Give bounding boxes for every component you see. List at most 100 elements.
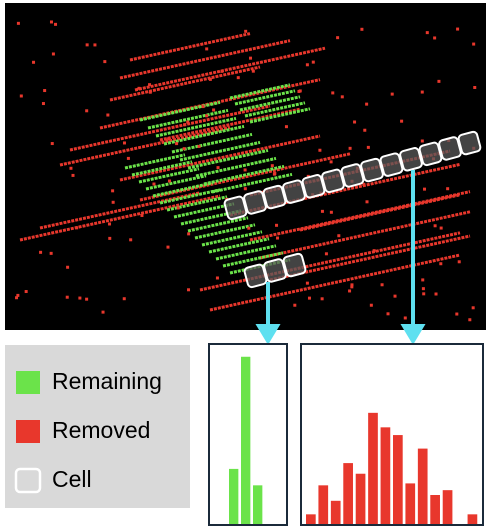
point bbox=[366, 145, 370, 149]
point-streak bbox=[199, 231, 461, 292]
point bbox=[243, 168, 247, 172]
point bbox=[111, 200, 115, 204]
histogram-bar bbox=[417, 448, 428, 524]
point bbox=[205, 47, 209, 51]
point bbox=[320, 209, 324, 213]
point-streak bbox=[138, 167, 200, 184]
point-streak bbox=[209, 253, 461, 312]
point bbox=[393, 294, 397, 298]
point bbox=[350, 285, 354, 289]
point-streak bbox=[119, 39, 291, 80]
histogram-bar bbox=[393, 435, 403, 524]
point bbox=[69, 166, 73, 170]
point bbox=[329, 210, 333, 214]
cell bbox=[418, 141, 443, 167]
histogram-bar bbox=[442, 490, 453, 524]
point bbox=[175, 142, 179, 146]
arrow-head bbox=[400, 324, 426, 345]
point bbox=[471, 306, 475, 310]
point bbox=[473, 86, 477, 90]
point bbox=[422, 292, 426, 296]
point bbox=[249, 56, 253, 60]
histogram-bar bbox=[430, 495, 440, 524]
point bbox=[324, 252, 328, 256]
point bbox=[49, 20, 53, 24]
point bbox=[32, 60, 36, 64]
legend-label: Remaining bbox=[52, 368, 162, 394]
point bbox=[270, 164, 274, 168]
point bbox=[122, 141, 126, 145]
point bbox=[369, 303, 373, 307]
point-streak bbox=[139, 100, 221, 122]
point bbox=[350, 283, 354, 287]
point bbox=[41, 102, 45, 106]
point-streak bbox=[145, 174, 207, 191]
point-streak bbox=[124, 153, 186, 170]
point-streak bbox=[229, 83, 291, 100]
point bbox=[275, 223, 279, 227]
point bbox=[167, 137, 171, 141]
point bbox=[437, 79, 441, 83]
point bbox=[337, 234, 341, 238]
point-streak bbox=[129, 32, 251, 62]
cell bbox=[243, 263, 268, 289]
point bbox=[24, 290, 28, 294]
point bbox=[468, 318, 472, 322]
point bbox=[360, 27, 364, 31]
point-streak bbox=[201, 230, 263, 247]
point bbox=[108, 222, 112, 226]
point bbox=[390, 92, 394, 96]
point bbox=[439, 262, 443, 266]
point bbox=[101, 310, 105, 314]
point bbox=[197, 144, 201, 148]
cell bbox=[360, 157, 384, 183]
legend: Remaining Removed Cell bbox=[14, 368, 162, 494]
point bbox=[336, 36, 340, 40]
point bbox=[216, 166, 220, 170]
point bbox=[433, 224, 437, 228]
point bbox=[329, 160, 333, 164]
point bbox=[148, 90, 152, 94]
point bbox=[362, 182, 366, 186]
point bbox=[365, 200, 369, 204]
point-streak bbox=[203, 164, 285, 186]
legend-label: Cell bbox=[52, 466, 92, 492]
point bbox=[148, 83, 152, 87]
point bbox=[106, 113, 110, 117]
point bbox=[446, 187, 450, 191]
point bbox=[51, 52, 55, 56]
point bbox=[137, 86, 141, 90]
point bbox=[236, 76, 240, 80]
point bbox=[284, 125, 288, 129]
point bbox=[75, 226, 79, 230]
histogram-bar bbox=[229, 468, 239, 524]
point-streak bbox=[244, 101, 306, 118]
cell bbox=[282, 179, 306, 204]
point bbox=[318, 148, 322, 152]
point bbox=[439, 226, 443, 230]
point bbox=[78, 296, 82, 300]
point bbox=[457, 260, 461, 264]
point-streak bbox=[215, 244, 277, 261]
histogram-bar bbox=[467, 514, 478, 524]
point bbox=[386, 312, 390, 316]
histogram-bar bbox=[253, 485, 263, 524]
cell bbox=[243, 190, 267, 215]
cell bbox=[457, 130, 482, 156]
legend-swatch bbox=[16, 371, 40, 394]
point bbox=[331, 91, 335, 95]
point bbox=[372, 249, 376, 253]
point bbox=[208, 77, 212, 81]
point-streak bbox=[299, 193, 461, 232]
point bbox=[85, 43, 89, 47]
point-streak bbox=[208, 237, 270, 254]
point bbox=[220, 69, 224, 73]
point bbox=[205, 114, 209, 118]
histogram-bar bbox=[318, 485, 329, 524]
point bbox=[273, 172, 277, 176]
point bbox=[307, 296, 311, 300]
point bbox=[166, 245, 170, 249]
cells bbox=[223, 130, 482, 289]
point bbox=[353, 120, 357, 124]
cell bbox=[282, 252, 307, 278]
